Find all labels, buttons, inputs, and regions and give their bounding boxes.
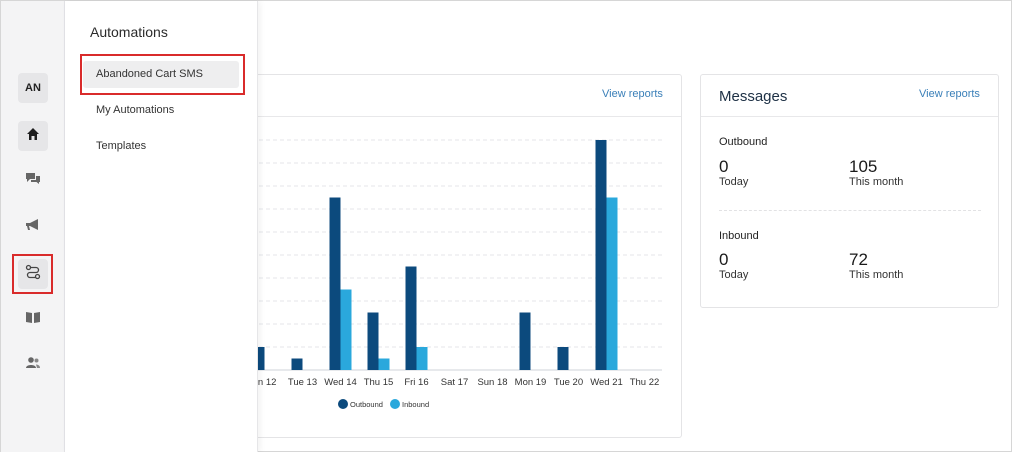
outbound-label: Outbound bbox=[719, 136, 768, 148]
x-tick-label: Tue 13 bbox=[288, 377, 317, 388]
inbound-month-value: 72 bbox=[849, 250, 868, 269]
megaphone-icon bbox=[25, 218, 41, 237]
x-tick-label: Sun 18 bbox=[477, 377, 507, 388]
bar-outbound-wed-21[interactable] bbox=[595, 140, 607, 370]
x-tick-label: Thu 15 bbox=[364, 377, 394, 388]
bar-outbound-fri-16[interactable] bbox=[405, 266, 417, 371]
avatar-initials: AN bbox=[25, 82, 41, 94]
bar-inbound-fri-16[interactable] bbox=[416, 347, 428, 370]
card-divider bbox=[701, 116, 998, 117]
x-tick-label: Thu 22 bbox=[630, 377, 660, 388]
home-nav-button[interactable] bbox=[18, 121, 48, 151]
knowledge-nav-button[interactable] bbox=[18, 304, 48, 334]
menu-item-templates[interactable]: Templates bbox=[96, 140, 147, 152]
legend-label-inbound: Inbound bbox=[402, 400, 429, 409]
bar-inbound-wed-21[interactable] bbox=[606, 197, 618, 371]
icon-rail: AN bbox=[1, 1, 65, 452]
legend-label-outbound: Outbound bbox=[350, 400, 383, 409]
bar-outbound-mon-12[interactable] bbox=[253, 347, 265, 370]
automations-nav-button[interactable] bbox=[18, 259, 48, 289]
bar-inbound-wed-14[interactable] bbox=[340, 289, 352, 371]
outbound-month-value: 105 bbox=[849, 157, 878, 176]
x-tick-label: Mon 19 bbox=[515, 377, 547, 388]
flyout-title: Automations bbox=[90, 24, 168, 40]
book-icon bbox=[25, 310, 41, 329]
bar-inbound-thu-15[interactable] bbox=[378, 358, 390, 371]
legend-swatch-inbound bbox=[390, 399, 400, 409]
bar-outbound-mon-19[interactable] bbox=[519, 312, 531, 371]
x-tick-label: Wed 21 bbox=[590, 377, 623, 388]
home-icon bbox=[26, 127, 40, 146]
messages-title: Messages bbox=[719, 88, 788, 105]
messages-card: Messages View reports Outbound 0 Today 1… bbox=[700, 74, 999, 308]
inbound-today-label: Today bbox=[719, 269, 749, 281]
menu-item-my-automations[interactable]: My Automations bbox=[96, 104, 175, 116]
messages-bar-chart: on 12 Tue 13 Wed 14 Thu 15 Fri 16 Sat 17 Sun 1… bbox=[252, 139, 662, 409]
automations-flyout-menu: Automations Abandoned Cart SMS My Automa… bbox=[65, 1, 258, 452]
campaigns-nav-button[interactable] bbox=[18, 212, 48, 242]
users-icon bbox=[25, 356, 41, 375]
chart-view-reports-link[interactable]: View reports bbox=[602, 88, 663, 100]
user-avatar[interactable]: AN bbox=[18, 73, 48, 103]
automations-highlight-box bbox=[12, 254, 53, 294]
inbound-today-value: 0 bbox=[719, 250, 729, 269]
x-tick-label: Wed 14 bbox=[324, 377, 357, 388]
legend-swatch-outbound bbox=[338, 399, 348, 409]
conversations-nav-button[interactable] bbox=[18, 166, 48, 196]
x-tick-label: on 12 bbox=[253, 377, 277, 388]
bar-outbound-tue-13[interactable] bbox=[291, 358, 303, 371]
bar-outbound-tue-20[interactable] bbox=[557, 347, 569, 370]
abandoned-cart-highlight-box bbox=[80, 54, 245, 95]
inbound-month-label: This month bbox=[849, 269, 904, 281]
menu-item-abandoned-cart-sms[interactable]: Abandoned Cart SMS bbox=[83, 61, 239, 88]
outbound-today-value: 0 bbox=[719, 157, 729, 176]
x-tick-label: Fri 16 bbox=[404, 377, 428, 388]
bar-outbound-thu-15[interactable] bbox=[367, 312, 379, 371]
automation-icon bbox=[25, 264, 41, 285]
contacts-nav-button[interactable] bbox=[18, 350, 48, 380]
stats-separator bbox=[719, 210, 981, 211]
x-tick-label: Sat 17 bbox=[441, 377, 468, 388]
bar-outbound-wed-14[interactable] bbox=[329, 197, 341, 371]
x-tick-label: Tue 20 bbox=[554, 377, 583, 388]
inbound-label: Inbound bbox=[719, 230, 759, 242]
chat-icon bbox=[25, 172, 41, 191]
card-divider bbox=[102, 116, 681, 117]
outbound-month-label: This month bbox=[849, 176, 904, 188]
messages-view-reports-link[interactable]: View reports bbox=[919, 88, 980, 100]
outbound-today-label: Today bbox=[719, 176, 749, 188]
